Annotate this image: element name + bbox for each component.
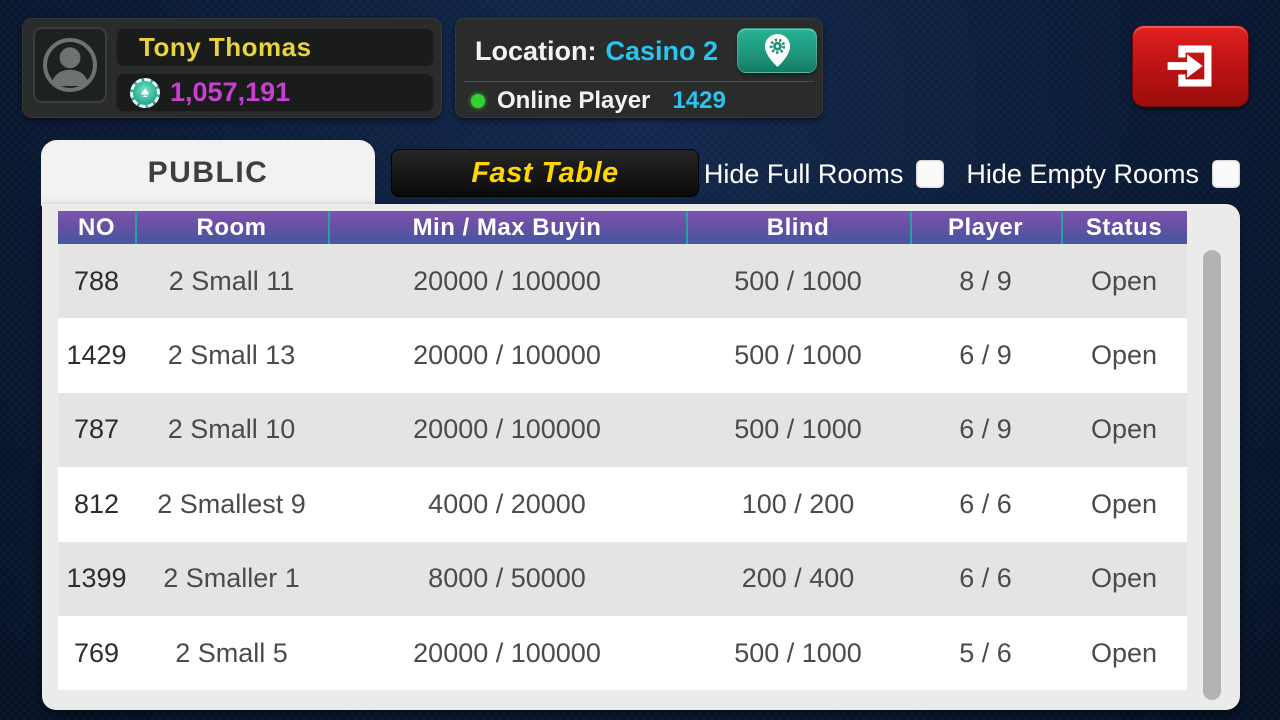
cell-no: 788 bbox=[73, 265, 120, 296]
cell-buyin: 20000 / 100000 bbox=[413, 340, 601, 371]
person-icon bbox=[43, 38, 97, 92]
tab-public[interactable]: PUBLIC bbox=[41, 140, 375, 206]
online-player-label: Online Player bbox=[497, 87, 651, 114]
cell-room: 2 Smallest 9 bbox=[157, 488, 306, 519]
tab-fast-table-label: Fast Table bbox=[471, 156, 619, 189]
location-row: Location: Casino 2 bbox=[475, 29, 718, 73]
cell-status: Open bbox=[1090, 340, 1158, 371]
location-label: Location: bbox=[475, 35, 597, 66]
cell-room: 2 Small 10 bbox=[167, 414, 296, 445]
hide-empty-rooms-checkbox[interactable] bbox=[1212, 160, 1240, 188]
cell-blind: 100 / 200 bbox=[741, 488, 855, 519]
header-cell: Min / Max Buyin bbox=[412, 213, 602, 241]
cell-room: 2 Smaller 1 bbox=[163, 563, 300, 594]
cell-no: 1429 bbox=[66, 340, 127, 371]
header-cell: Player bbox=[947, 213, 1024, 241]
cell-player: 6 / 6 bbox=[959, 563, 1012, 594]
map-pin-gear-icon bbox=[764, 34, 790, 67]
table-row[interactable]: 1429 2 Small 13 20000 / 100000 500 / 100… bbox=[58, 318, 1187, 393]
scrollbar-thumb[interactable] bbox=[1203, 250, 1221, 700]
cell-room: 2 Small 11 bbox=[168, 265, 295, 296]
header-cell: Blind bbox=[766, 213, 830, 241]
player-chips-box: ♠ 1,057,191 bbox=[116, 73, 434, 112]
hide-full-rooms-checkbox[interactable] bbox=[916, 160, 945, 188]
cell-buyin: 4000 / 20000 bbox=[428, 488, 586, 519]
column-divider bbox=[328, 211, 330, 251]
cell-player: 6 / 9 bbox=[959, 340, 1012, 371]
online-status-dot bbox=[471, 94, 485, 108]
hide-empty-rooms-label: Hide Empty Rooms bbox=[966, 158, 1199, 189]
cell-status: Open bbox=[1090, 488, 1158, 519]
room-filters: Hide Full Rooms Hide Empty Rooms bbox=[704, 158, 1240, 190]
table-body: 788 2 Small 11 20000 / 100000 500 / 1000… bbox=[58, 244, 1187, 691]
player-card: Tony Thomas ♠ 1,057,191 bbox=[22, 18, 442, 118]
online-player-row: Online Player 1429 bbox=[471, 87, 726, 114]
cell-room: 2 Small 13 bbox=[167, 340, 296, 371]
table-row[interactable]: 812 2 Smallest 9 4000 / 20000 100 / 200 … bbox=[58, 467, 1187, 542]
cell-blind: 500 / 1000 bbox=[734, 340, 862, 371]
hide-full-rooms-label: Hide Full Rooms bbox=[703, 158, 904, 189]
column-divider bbox=[910, 211, 912, 251]
cell-buyin: 20000 / 100000 bbox=[413, 637, 601, 668]
tab-public-label: PUBLIC bbox=[147, 156, 269, 189]
cell-buyin: 20000 / 100000 bbox=[413, 265, 601, 296]
cell-status: Open bbox=[1090, 414, 1158, 445]
exit-button[interactable] bbox=[1132, 25, 1249, 107]
filter-hide-empty: Hide Empty Rooms bbox=[966, 159, 1240, 190]
table-header: NO Room Min / Max Buyin Blind Player Sta… bbox=[58, 211, 1187, 251]
avatar[interactable] bbox=[33, 27, 107, 103]
cell-status: Open bbox=[1090, 265, 1158, 296]
cell-no: 812 bbox=[73, 488, 120, 519]
filter-hide-full: Hide Full Rooms bbox=[704, 159, 945, 190]
cell-status: Open bbox=[1090, 563, 1158, 594]
player-name-box: Tony Thomas bbox=[116, 28, 434, 67]
cell-blind: 200 / 400 bbox=[741, 563, 855, 594]
table-row[interactable]: 788 2 Small 11 20000 / 100000 500 / 1000… bbox=[58, 244, 1187, 319]
cell-no: 769 bbox=[73, 637, 120, 668]
cell-player: 6 / 9 bbox=[959, 414, 1012, 445]
cell-blind: 500 / 1000 bbox=[734, 637, 862, 668]
online-player-count: 1429 bbox=[672, 87, 726, 114]
divider bbox=[464, 81, 814, 82]
cell-buyin: 20000 / 100000 bbox=[413, 414, 601, 445]
cell-player: 6 / 6 bbox=[959, 488, 1012, 519]
player-name: Tony Thomas bbox=[139, 32, 312, 62]
column-divider bbox=[686, 211, 688, 251]
table-row[interactable]: 787 2 Small 10 20000 / 100000 500 / 1000… bbox=[58, 392, 1187, 468]
cell-player: 5 / 6 bbox=[959, 637, 1012, 668]
chip-amount: 1,057,191 bbox=[170, 77, 291, 107]
column-divider bbox=[135, 211, 137, 251]
header-cell: NO bbox=[78, 213, 115, 241]
cell-status: Open bbox=[1090, 637, 1158, 668]
column-divider bbox=[1061, 211, 1063, 251]
cell-room: 2 Small 5 bbox=[175, 637, 288, 668]
chip-icon: ♠ bbox=[130, 77, 160, 108]
tab-fast-table[interactable]: Fast Table bbox=[391, 149, 699, 197]
cell-blind: 500 / 1000 bbox=[734, 414, 862, 445]
cell-player: 8 / 9 bbox=[959, 265, 1012, 296]
table-row[interactable]: 769 2 Small 5 20000 / 100000 500 / 1000 … bbox=[58, 615, 1187, 691]
location-value: Casino 2 bbox=[605, 35, 719, 66]
header-cell: Room bbox=[196, 213, 267, 241]
cell-no: 1399 bbox=[66, 563, 127, 594]
cell-blind: 500 / 1000 bbox=[734, 265, 862, 296]
exit-icon bbox=[1167, 45, 1211, 87]
header-cell: Status bbox=[1085, 213, 1163, 241]
cell-buyin: 8000 / 50000 bbox=[428, 563, 586, 594]
location-card: Location: Casino 2 Online Player 1429 bbox=[455, 18, 823, 118]
cell-no: 787 bbox=[73, 414, 120, 445]
table-row[interactable]: 1399 2 Smaller 1 8000 / 50000 200 / 400 … bbox=[58, 541, 1187, 616]
change-location-button[interactable] bbox=[737, 28, 817, 73]
room-list-panel: NO Room Min / Max Buyin Blind Player Sta… bbox=[42, 204, 1240, 710]
